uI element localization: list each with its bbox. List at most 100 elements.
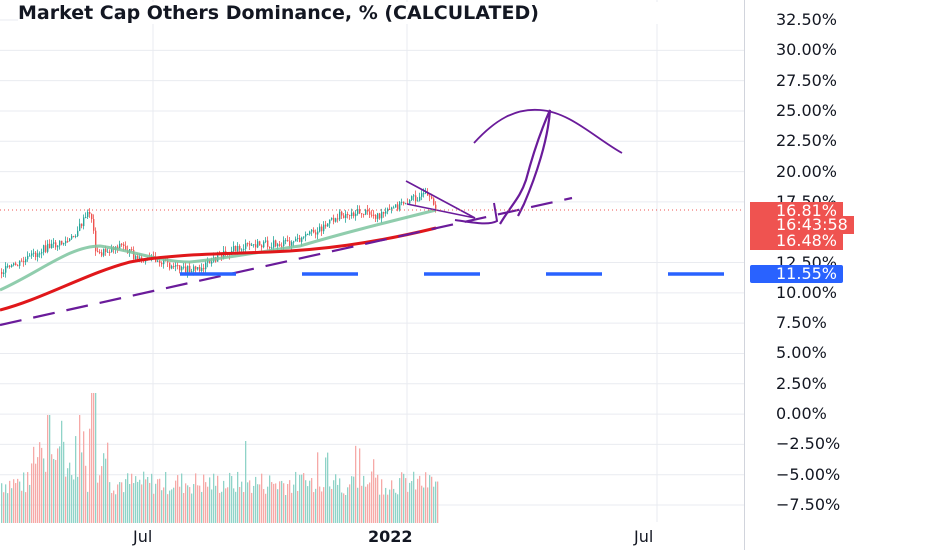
volume-bar (399, 478, 401, 523)
moving-average-badge: 16.48% (750, 232, 844, 250)
volume-bar (211, 489, 213, 523)
volume-bar (397, 494, 399, 523)
candle-body (377, 213, 379, 219)
volume-bar (61, 420, 63, 523)
candle-body (119, 243, 121, 249)
volume-bar (95, 393, 97, 523)
candle-body (327, 223, 329, 227)
volume-bar (349, 484, 351, 523)
volume-bar (251, 492, 253, 523)
candle-body (409, 200, 411, 204)
volume-bar (415, 489, 417, 523)
volume-bar (221, 491, 223, 523)
volume-bar (1, 483, 3, 523)
volume-bar (91, 393, 93, 523)
candle-body (39, 253, 41, 255)
candle-body (365, 209, 367, 215)
candle-body (319, 226, 321, 232)
volume-bar (161, 490, 163, 523)
candle-body (337, 218, 339, 220)
candle-body (263, 241, 265, 248)
y-tick-label: 5.00% (776, 343, 827, 363)
candle-body (57, 245, 59, 248)
y-tick-label: 22.50% (776, 131, 838, 151)
volume-bar (207, 486, 209, 523)
volume-bar (283, 483, 285, 523)
candle-body (281, 245, 283, 247)
candle-body (239, 246, 241, 250)
candle-body (175, 265, 177, 267)
volume-bar (87, 491, 89, 523)
candle-body (81, 223, 83, 227)
candle-body (5, 266, 7, 273)
volume-bar (31, 463, 33, 523)
candle-body (13, 263, 15, 266)
volume-bar (237, 471, 239, 523)
trendline (0, 196, 573, 327)
candle-body (379, 213, 381, 219)
volume-bar (99, 475, 101, 523)
volume-bar (239, 486, 241, 523)
volume-bar (335, 474, 337, 523)
candle-body (343, 215, 345, 218)
candle-body (133, 250, 135, 260)
candle-body (1, 272, 3, 275)
volume-bar (11, 488, 13, 523)
candle-body (241, 249, 243, 251)
volume-bar (143, 471, 145, 523)
countdown-badge: 16:43:58 (750, 216, 854, 234)
volume-bar (17, 478, 19, 523)
volume-bar (155, 483, 157, 523)
candle-body (419, 196, 421, 201)
candle-body (347, 213, 349, 215)
volume-bar (81, 452, 83, 523)
candle-body (391, 207, 393, 210)
candle-body (395, 204, 397, 208)
volume-bar (3, 492, 5, 523)
volume-bar (7, 493, 9, 523)
volume-bar (355, 445, 357, 523)
candle-body (109, 251, 111, 253)
volume-bar (121, 482, 123, 523)
volume-bar (49, 415, 51, 523)
candle-body (261, 245, 263, 248)
volume-bar (307, 486, 309, 523)
volume-bar (201, 491, 203, 523)
candle-body (157, 260, 159, 262)
volume-bar (333, 480, 335, 523)
volume-bar (435, 481, 437, 523)
candle-body (257, 241, 259, 248)
volume-bar (13, 479, 15, 523)
volume-bar (359, 448, 361, 523)
candle-body (197, 267, 199, 270)
candle-body (429, 195, 431, 197)
volume-bar (243, 492, 245, 523)
volume-bar (159, 478, 161, 523)
volume-bar (347, 487, 349, 523)
candle-body (289, 240, 291, 246)
volume-bar (23, 472, 25, 523)
candle-body (291, 242, 293, 246)
x-tick-label: 2022 (368, 527, 413, 546)
candle-body (3, 272, 5, 275)
volume-bar (277, 489, 279, 523)
candle-body (221, 254, 223, 258)
candle-body (371, 214, 373, 216)
y-tick-label: 7.50% (776, 313, 827, 333)
volume-bar (51, 454, 53, 523)
candle-body (185, 266, 187, 274)
volume-bar (5, 484, 7, 523)
volume-bar (409, 482, 411, 523)
volume-bar (407, 491, 409, 523)
volume-bar (41, 447, 43, 523)
volume-bar (93, 393, 95, 523)
volume-bar (353, 476, 355, 523)
volume-bar (205, 482, 207, 523)
candle-body (33, 252, 35, 254)
volume-bar (281, 480, 283, 523)
volume-bar (55, 460, 57, 523)
candle-body (137, 256, 139, 260)
volume-bar (363, 475, 365, 523)
